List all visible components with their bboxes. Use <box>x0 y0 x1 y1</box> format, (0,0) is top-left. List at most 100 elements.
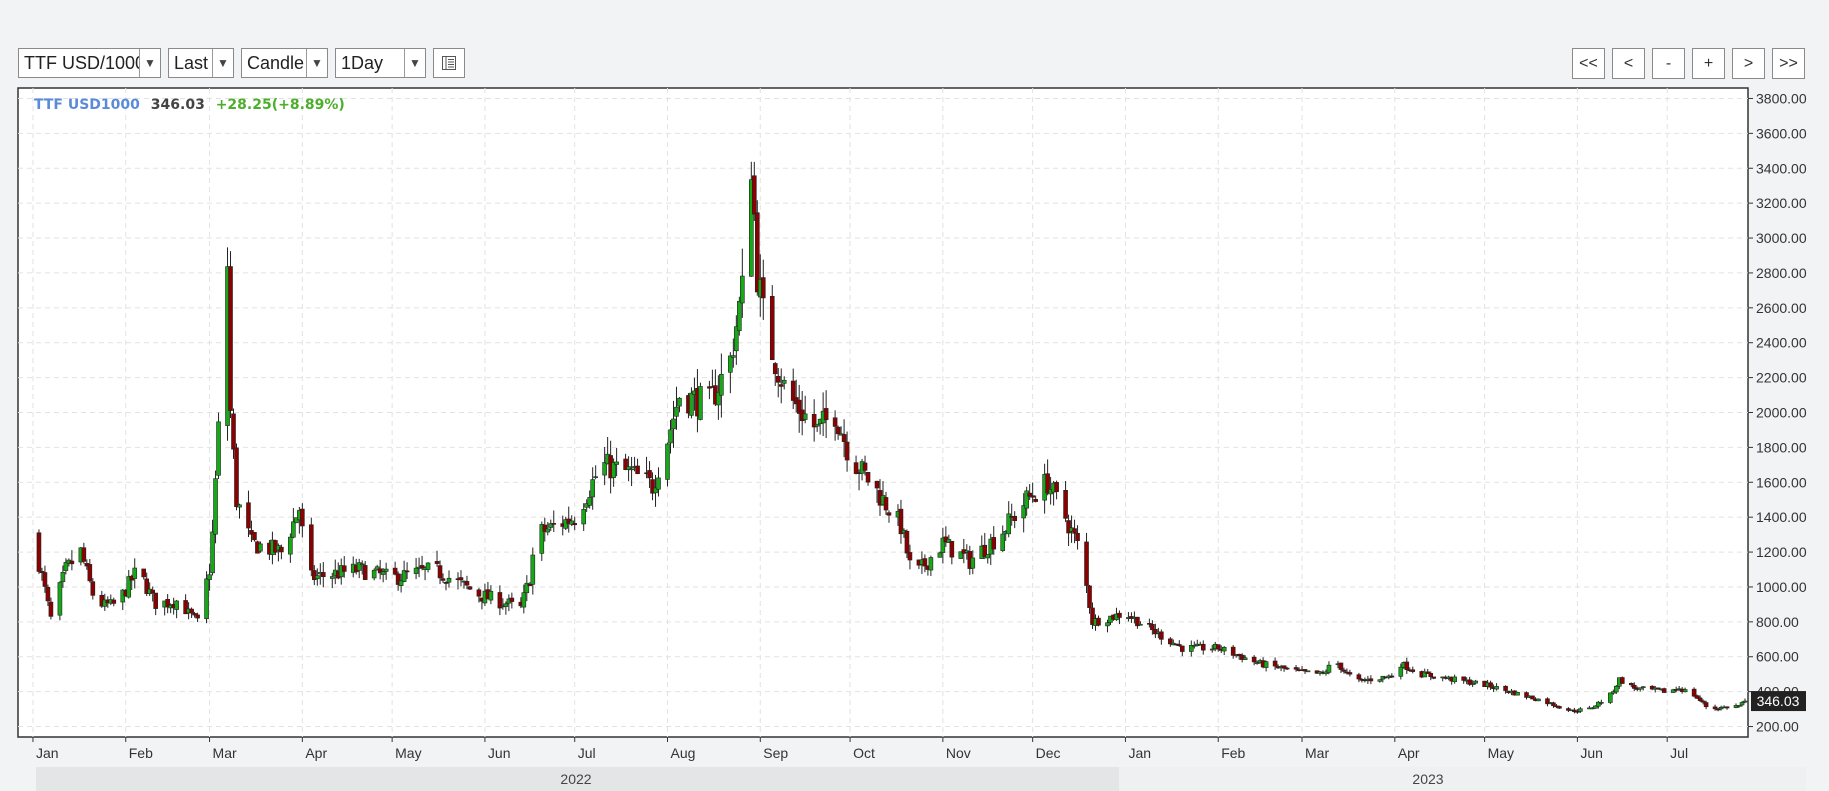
candle-body <box>1649 685 1655 690</box>
chart-toolbar: TTF USD/1000 ▼ Last ▼ Candle ▼ 1Day ▼ <box>18 48 465 80</box>
candle-body <box>63 562 69 571</box>
candle <box>796 384 802 433</box>
price-field-select[interactable]: Last ▼ <box>168 48 234 78</box>
candle <box>587 490 592 509</box>
candle <box>569 515 575 527</box>
candle <box>1177 640 1182 647</box>
candle-body <box>1000 533 1006 551</box>
candle-body <box>183 600 188 615</box>
year-label-2023: 2023 <box>1412 771 1443 787</box>
chevron-down-icon: ▼ <box>404 49 425 77</box>
candle <box>1410 666 1416 674</box>
x-tick-label: Mar <box>213 745 237 761</box>
candle-body <box>716 391 721 406</box>
candle <box>548 519 554 531</box>
candle <box>1700 699 1706 705</box>
candle <box>1188 640 1194 657</box>
candle-body <box>1545 698 1550 705</box>
scroll-to-start-button[interactable]: << <box>1572 48 1605 79</box>
candle-body <box>1700 700 1706 703</box>
candle <box>524 575 530 602</box>
candle-body <box>1724 706 1730 709</box>
candle-body <box>404 570 410 573</box>
candle <box>1180 645 1185 657</box>
x-tick-label: Apr <box>305 745 327 761</box>
candle <box>1254 660 1260 665</box>
candle <box>356 558 362 579</box>
y-tick-label: 1400.00 <box>1756 509 1807 525</box>
candle-body <box>1045 473 1050 494</box>
candle <box>413 557 419 580</box>
candle-body <box>1739 702 1745 706</box>
candle-body <box>907 552 913 561</box>
candle <box>760 259 766 320</box>
candle-body <box>1473 680 1478 684</box>
candle <box>401 560 407 583</box>
candle-body <box>48 601 54 617</box>
candle-body <box>928 557 934 571</box>
scroll-forward-button[interactable]: > <box>1732 48 1765 79</box>
candle <box>749 161 754 277</box>
candle-body <box>150 589 155 594</box>
candle <box>1054 480 1059 500</box>
candle-body <box>216 421 221 476</box>
candle-body <box>1404 661 1410 671</box>
candle-body <box>1281 665 1287 669</box>
candle <box>1239 653 1245 663</box>
candle <box>497 585 503 616</box>
candle <box>1593 705 1598 709</box>
scroll-to-end-button[interactable]: >> <box>1772 48 1805 79</box>
candle <box>1215 644 1221 652</box>
candle-body <box>1578 708 1583 712</box>
candle-body <box>1024 490 1029 509</box>
candle-body <box>958 551 964 559</box>
candle <box>440 573 446 583</box>
candle <box>1347 669 1353 677</box>
table-settings-button[interactable] <box>433 48 465 78</box>
candle <box>1649 685 1655 691</box>
candle <box>1578 707 1583 713</box>
candle <box>192 611 197 618</box>
candle <box>1293 665 1299 672</box>
candle-body <box>835 426 841 435</box>
candle <box>1368 675 1374 685</box>
candle <box>970 550 976 575</box>
candle-body <box>650 479 655 494</box>
candle <box>1661 687 1667 693</box>
interval-select[interactable]: 1Day ▼ <box>335 48 426 78</box>
chart-type-select[interactable]: Candle ▼ <box>241 48 328 78</box>
candle-body <box>1452 676 1457 682</box>
candle-body <box>883 497 889 511</box>
candle <box>1530 695 1535 700</box>
candle-body <box>719 374 724 396</box>
candle-body <box>126 576 132 598</box>
grid-lines <box>18 88 1748 737</box>
candle <box>626 456 631 482</box>
candle <box>542 517 548 542</box>
candle <box>1117 610 1122 625</box>
candle-body <box>1242 657 1248 660</box>
candle-body <box>823 408 829 421</box>
candle <box>698 382 703 421</box>
scroll-back-button[interactable]: < <box>1612 48 1645 79</box>
y-tick-label: 2400.00 <box>1756 335 1807 351</box>
zoom-in-button[interactable]: + <box>1692 48 1725 79</box>
candle-body <box>42 572 48 587</box>
candle <box>36 529 42 574</box>
symbol-select[interactable]: TTF USD/1000 ▼ <box>18 48 161 78</box>
candle <box>1599 699 1604 705</box>
candle <box>1033 495 1038 503</box>
zoom-out-button[interactable]: - <box>1652 48 1685 79</box>
candle <box>446 570 452 588</box>
candle <box>937 551 943 558</box>
candle-body <box>922 558 928 567</box>
chevron-down-icon: ▼ <box>212 49 233 77</box>
candle-body <box>865 471 871 483</box>
candle-body <box>781 379 787 384</box>
candle-body <box>1180 645 1185 652</box>
y-tick-label: 200.00 <box>1756 719 1799 735</box>
candle-body <box>569 520 575 525</box>
candle-body <box>991 537 997 550</box>
candle-body <box>39 571 45 573</box>
